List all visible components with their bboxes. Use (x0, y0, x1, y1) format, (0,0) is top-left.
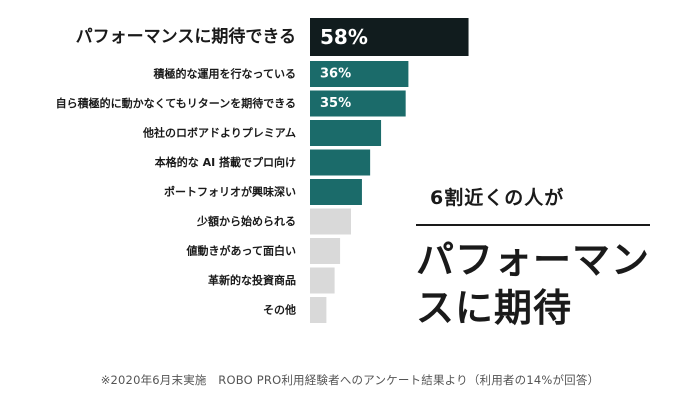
bar-5 (310, 179, 362, 205)
bar-4 (310, 149, 371, 176)
value-label-0: 58% (320, 25, 368, 49)
bar-0 (310, 18, 469, 56)
category-label-3: 他社のロボアドよりプレミアム (142, 126, 296, 140)
bar-2 (310, 90, 406, 117)
bar-1 (310, 61, 409, 87)
callout: 6割近くの人が パフォーマンスに期待 (416, 176, 650, 332)
callout-lead: 6割近くの人が (430, 187, 565, 209)
category-label-1: 積極的な運用を行なっている (153, 67, 296, 81)
callout-divider (416, 224, 650, 226)
bar-8 (310, 267, 335, 294)
footnote: ※2020年6月末実施 ROBO PRO利用経験者へのアンケート結果より（利用者… (100, 373, 600, 387)
category-label-7: 値動きがあって面白い (186, 244, 296, 258)
category-label-6: 少額から始められる (196, 214, 296, 228)
category-label-2: 自ら積極的に動かなくてもリターンを期待できる (56, 96, 296, 110)
category-label-0: パフォーマンスに期待できる (76, 26, 296, 47)
callout-headline: パフォーマンスに期待 (416, 238, 651, 330)
value-label-2: 35% (320, 96, 351, 111)
value-label-1: 36% (320, 67, 351, 82)
bar-6 (310, 208, 351, 235)
category-label-9: その他 (263, 303, 296, 317)
bar-chart: パフォーマンスに期待できる 58% 積極的な運用を行なっている 36% 自ら積極的に動か… (56, 18, 469, 323)
category-label-5: ポートフォリオが興味深い (164, 185, 296, 199)
bar-9 (310, 297, 327, 323)
category-label-4: 本格的な AI 搭載でプロ向け (155, 155, 296, 169)
bar-7 (310, 238, 341, 264)
category-label-8: 革新的な投資商品 (208, 273, 296, 287)
bar-3 (310, 120, 382, 146)
